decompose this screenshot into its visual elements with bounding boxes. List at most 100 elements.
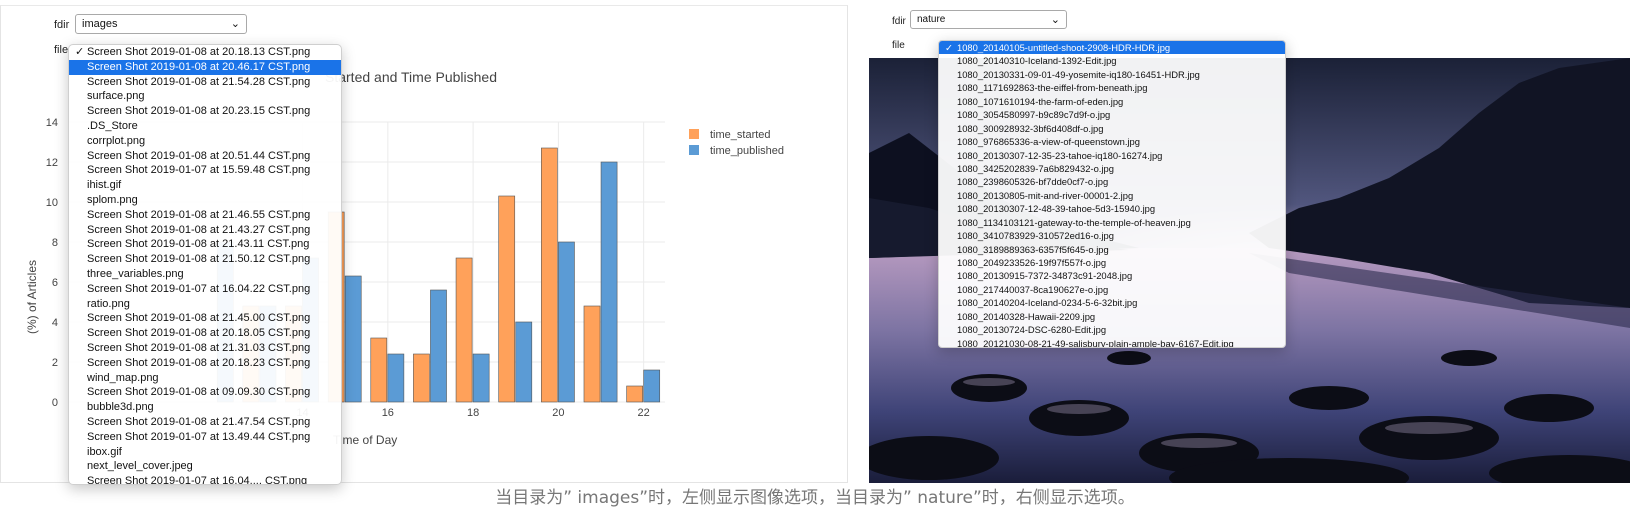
bar-time_started[interactable]	[583, 305, 601, 403]
menu-item[interactable]: splom.png	[69, 193, 341, 208]
menu-item[interactable]: Screen Shot 2019-01-08 at 21.47.54 CST.p…	[69, 415, 341, 430]
legend-label: time_started	[710, 129, 771, 141]
menu-item[interactable]: Screen Shot 2019-01-08 at 21.43.27 CST.p…	[69, 223, 341, 238]
menu-item-label: Screen Shot 2019-01-08 at 21.45.00 CST.p…	[87, 312, 311, 325]
bar-time_started[interactable]	[455, 257, 473, 403]
y-tick-label: 14	[46, 117, 58, 129]
menu-item[interactable]: Screen Shot 2019-01-08 at 20.18.23 CST.p…	[69, 356, 341, 371]
y-tick-label: 12	[46, 157, 58, 169]
menu-item[interactable]: 1080_20140328-Hawaii-2209.jpg	[939, 310, 1285, 323]
menu-item[interactable]: ✓ 1080_20140105-untitled-shoot-2908-HDR-H…	[939, 41, 1285, 55]
bar-time_started[interactable]	[413, 353, 430, 403]
menu-item[interactable]: 1080_1171692863-the-eiffel-from-beneath.…	[939, 81, 1285, 94]
menu-item[interactable]: ✓ Screen Shot 2019-01-08 at 20.18.13 CST.…	[69, 45, 341, 60]
menu-item[interactable]: Screen Shot 2019-01-08 at 21.45.00 CST.p…	[69, 311, 341, 326]
menu-item[interactable]: .DS_Store	[69, 119, 341, 134]
menu-item-label: Screen Shot 2019-01-08 at 20.51.44 CST.p…	[87, 149, 311, 162]
menu-item[interactable]: next_level_cover.jpeg	[69, 459, 341, 474]
menu-item[interactable]: 1080_20140204-Iceland-0234-5-6-32bit.jpg	[939, 296, 1285, 309]
bar-time_published[interactable]	[643, 369, 661, 403]
fdir-value-left: images	[82, 18, 118, 30]
menu-item-label: 1080_20121030-08-21-49-salisbury-plain-a…	[957, 337, 1234, 348]
menu-item-label: Screen Shot 2019-01-08 at 21.47.54 CST.p…	[87, 415, 311, 428]
y-tick-label: 8	[52, 237, 58, 249]
bar-time_started[interactable]	[498, 195, 516, 403]
menu-item[interactable]: 1080_20130805-mit-and-river-00001-2.jpg	[939, 189, 1285, 202]
bar-time_published[interactable]	[558, 241, 575, 403]
menu-item[interactable]: 1080_300928932-3bf6d408df-o.jpg	[939, 122, 1285, 135]
bar-time_published[interactable]	[600, 161, 618, 403]
menu-item-label: 1080_1134103121-gateway-to-the-temple-of…	[957, 216, 1191, 228]
chart-legend[interactable]: time_started time_published	[689, 129, 784, 157]
menu-item[interactable]: Screen Shot 2019-01-08 at 20.23.15 CST.p…	[69, 104, 341, 119]
menu-item[interactable]: Screen Shot 2019-01-08 at 09.09.30 CST.p…	[69, 385, 341, 400]
menu-item[interactable]: Screen Shot 2019-01-08 at 21.54.28 CST.p…	[69, 75, 341, 90]
menu-item[interactable]: Screen Shot 2019-01-08 at 20.18.05 CST.p…	[69, 326, 341, 341]
menu-item[interactable]: Screen Shot 2019-01-07 at 13.49.44 CST.p…	[69, 430, 341, 445]
fdir-label-left: fdir	[54, 19, 70, 31]
menu-item[interactable]: 1080_20121030-08-21-49-salisbury-plain-a…	[939, 337, 1285, 348]
menu-item-label: 1080_20130331-09-01-49-yosemite-iq180-16…	[957, 68, 1200, 80]
menu-item-label: 1080_217440037-8ca190627e-o.jpg	[957, 283, 1109, 295]
menu-item[interactable]: 1080_20130915-7372-34873c91-2048.jpg	[939, 269, 1285, 282]
menu-item[interactable]: 1080_20130307-12-35-23-tahoe-iq180-16274…	[939, 149, 1285, 162]
menu-item[interactable]: surface.png	[69, 89, 341, 104]
menu-item[interactable]: 1080_2398605326-bf7dde0cf7-o.jpg	[939, 175, 1285, 188]
file-dropdown-menu-right[interactable]: ✓ 1080_20140105-untitled-shoot-2908-HDR-H…	[938, 40, 1286, 348]
menu-item-label: Screen Shot 2019-01-07 at 13.49.44 CST.p…	[87, 430, 311, 443]
menu-item[interactable]: 1080_1071610194-the-farm-of-eden.jpg	[939, 95, 1285, 108]
menu-item[interactable]: 1080_20140310-Iceland-1392-Edit.jpg	[939, 54, 1285, 67]
menu-item-label: Screen Shot 2019-01-07 at 15.59.48 CST.p…	[87, 164, 311, 177]
menu-item[interactable]: wind_map.png	[69, 371, 341, 386]
legend-label: time_published	[710, 145, 784, 157]
menu-item[interactable]: Screen Shot 2019-01-07 at 16.04.22 CST.p…	[69, 282, 341, 297]
menu-item[interactable]: 1080_3189889363-6357f5f645-o.jpg	[939, 243, 1285, 256]
file-dropdown-menu-left[interactable]: ✓ Screen Shot 2019-01-08 at 20.18.13 CST.…	[68, 44, 342, 485]
menu-item-label: 1080_2049233526-19f97f557f-o.jpg	[957, 257, 1107, 268]
file-label-left: file	[54, 44, 69, 56]
menu-item[interactable]: 1080_20130724-DSC-6280-Edit.jpg	[939, 323, 1285, 336]
menu-item[interactable]: corrplot.png	[69, 134, 341, 149]
bar-time_published[interactable]	[472, 353, 490, 403]
menu-item-label: Screen Shot 2019-01-08 at 20.18.13 CST.p…	[87, 46, 311, 58]
menu-item[interactable]: ihist.gif	[69, 178, 341, 193]
bar-time_published[interactable]	[515, 321, 533, 403]
bar-time_published[interactable]	[387, 353, 405, 403]
bar-time_started[interactable]	[541, 147, 558, 403]
menu-item[interactable]: Screen Shot 2019-01-08 at 20.51.44 CST.p…	[69, 149, 341, 164]
menu-item[interactable]: 1080_20130307-12-48-39-tahoe-5d3-15940.j…	[939, 202, 1285, 215]
menu-item[interactable]: Screen Shot 2019-01-07 at 16.04.... CST.…	[69, 474, 341, 484]
chart-x-label: Time of Day	[333, 433, 397, 447]
menu-item-label: Screen Shot 2019-01-08 at 21.31.03 CST.p…	[87, 341, 311, 354]
menu-item[interactable]: ibox.gif	[69, 445, 341, 460]
menu-item[interactable]: 1080_2049233526-19f97f557f-o.jpg	[939, 256, 1285, 269]
legend-swatch	[689, 129, 699, 139]
menu-item-label: Screen Shot 2019-01-08 at 21.54.28 CST.p…	[87, 75, 311, 88]
menu-item[interactable]: 1080_217440037-8ca190627e-o.jpg	[939, 283, 1285, 296]
fdir-select-right[interactable]: nature ⌄	[910, 10, 1067, 29]
menu-item[interactable]: Screen Shot 2019-01-07 at 15.59.48 CST.p…	[69, 163, 341, 178]
bar-time_published[interactable]	[344, 275, 362, 403]
menu-item[interactable]: 1080_3054580997-b9c89c7d9f-o.jpg	[939, 108, 1285, 121]
menu-item[interactable]: 1080_3410783929-310572ed16-o.jpg	[939, 229, 1285, 242]
menu-item[interactable]: Screen Shot 2019-01-08 at 20.46.17 CST.p…	[69, 59, 341, 75]
menu-item[interactable]: three_variables.png	[69, 267, 341, 282]
menu-item[interactable]: 1080_976865336-a-view-of-queenstown.jpg	[939, 135, 1285, 148]
menu-item[interactable]: 1080_20130331-09-01-49-yosemite-iq180-16…	[939, 68, 1285, 81]
checkmark-icon: ✓	[945, 42, 953, 53]
bar-time_published[interactable]	[430, 289, 447, 403]
menu-item-label: Screen Shot 2019-01-07 at 16.04.22 CST.p…	[87, 282, 311, 295]
menu-item[interactable]: 1080_1134103121-gateway-to-the-temple-of…	[939, 216, 1285, 229]
menu-item[interactable]: Screen Shot 2019-01-08 at 21.46.55 CST.p…	[69, 208, 341, 223]
menu-item[interactable]: 1080_3425202839-7a6b829432-o.jpg	[939, 162, 1285, 175]
menu-item[interactable]: ratio.png	[69, 297, 341, 312]
menu-item[interactable]: Screen Shot 2019-01-08 at 21.31.03 CST.p…	[69, 341, 341, 356]
menu-item[interactable]: bubble3d.png	[69, 400, 341, 415]
menu-item[interactable]: Screen Shot 2019-01-08 at 21.43.11 CST.p…	[69, 237, 341, 252]
menu-item[interactable]: Screen Shot 2019-01-08 at 21.50.12 CST.p…	[69, 252, 341, 267]
bar-time_started[interactable]	[626, 385, 643, 403]
fdir-select-left[interactable]: images ⌄	[75, 14, 247, 34]
bar-time_started[interactable]	[370, 337, 388, 403]
menu-item-label: 1080_3189889363-6357f5f645-o.jpg	[957, 243, 1109, 255]
menu-item-label: Screen Shot 2019-01-08 at 20.18.23 CST.p…	[87, 356, 311, 369]
